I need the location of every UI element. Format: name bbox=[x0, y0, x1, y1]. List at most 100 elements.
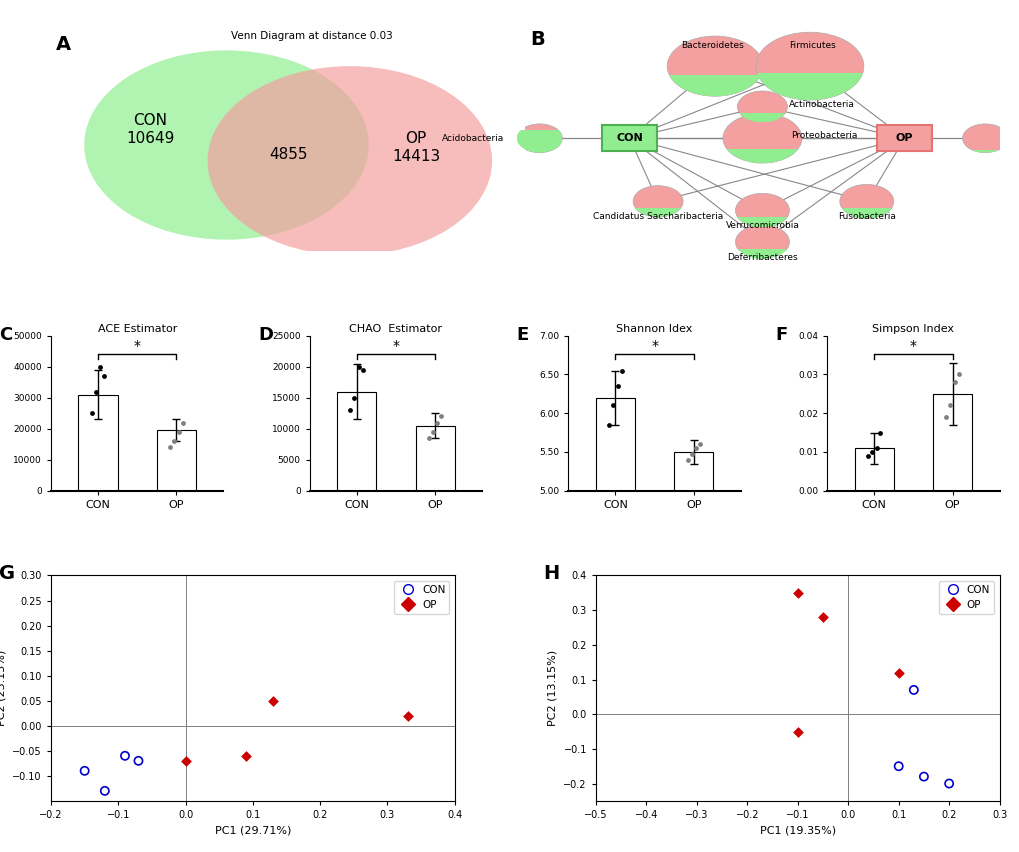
Title: Simpson Index: Simpson Index bbox=[871, 324, 954, 334]
Point bbox=[84, 406, 100, 420]
Point bbox=[867, 441, 883, 455]
Point bbox=[88, 385, 104, 399]
Point bbox=[863, 445, 879, 458]
Point bbox=[688, 441, 704, 455]
Point bbox=[950, 368, 966, 382]
Text: Venn Diagram at distance 0.03: Venn Diagram at distance 0.03 bbox=[230, 32, 392, 41]
Text: Deferribacteres: Deferribacteres bbox=[727, 253, 797, 262]
Title: ACE Estimator: ACE Estimator bbox=[98, 324, 176, 334]
Text: OP: OP bbox=[895, 133, 913, 143]
X-axis label: PC1 (29.71%): PC1 (29.71%) bbox=[214, 826, 290, 836]
Bar bbox=[932, 394, 971, 491]
Text: Acidobacteria: Acidobacteria bbox=[441, 134, 503, 143]
Point bbox=[97, 784, 113, 797]
Y-axis label: PC2 (13.15%): PC2 (13.15%) bbox=[547, 650, 557, 726]
Text: *: * bbox=[909, 339, 916, 353]
Point bbox=[905, 683, 921, 697]
Point bbox=[162, 440, 178, 454]
Point bbox=[351, 360, 367, 373]
Point bbox=[96, 369, 112, 383]
Point bbox=[399, 709, 416, 722]
Point bbox=[814, 610, 830, 624]
Ellipse shape bbox=[517, 124, 561, 153]
Text: C: C bbox=[0, 326, 12, 344]
Ellipse shape bbox=[666, 36, 762, 96]
Bar bbox=[337, 392, 376, 491]
Point bbox=[609, 379, 626, 393]
Ellipse shape bbox=[633, 186, 683, 217]
Text: Fusobacteria: Fusobacteria bbox=[837, 212, 895, 222]
Ellipse shape bbox=[962, 124, 1007, 153]
Point bbox=[871, 426, 888, 440]
Bar bbox=[854, 448, 893, 491]
Text: *: * bbox=[650, 339, 657, 353]
Text: CON: CON bbox=[615, 133, 642, 143]
Bar bbox=[415, 426, 454, 491]
Point bbox=[76, 764, 93, 778]
Point bbox=[789, 725, 805, 739]
Point bbox=[237, 749, 254, 763]
Text: F: F bbox=[774, 326, 787, 344]
Text: Firmicutes: Firmicutes bbox=[788, 42, 835, 50]
Ellipse shape bbox=[737, 91, 787, 123]
Point bbox=[130, 754, 147, 768]
Point bbox=[941, 777, 957, 791]
Point bbox=[600, 418, 616, 432]
Bar bbox=[674, 452, 712, 852]
Point bbox=[424, 425, 440, 439]
Point bbox=[915, 770, 931, 784]
Point bbox=[890, 759, 906, 773]
Point bbox=[890, 665, 906, 679]
Point bbox=[166, 435, 182, 448]
Ellipse shape bbox=[755, 32, 863, 100]
Point bbox=[345, 391, 362, 405]
Point bbox=[937, 411, 954, 424]
Ellipse shape bbox=[962, 124, 1007, 153]
Point bbox=[691, 437, 707, 451]
Ellipse shape bbox=[85, 50, 369, 239]
Point bbox=[683, 446, 699, 460]
Point bbox=[859, 449, 875, 463]
Text: 14413: 14413 bbox=[391, 149, 440, 164]
Text: D: D bbox=[258, 326, 273, 344]
Text: 4855: 4855 bbox=[269, 147, 307, 162]
Text: *: * bbox=[133, 339, 141, 353]
Point bbox=[420, 431, 436, 445]
Text: Proteobacteria: Proteobacteria bbox=[790, 131, 856, 141]
Ellipse shape bbox=[755, 32, 863, 100]
Text: 10649: 10649 bbox=[126, 130, 174, 146]
Text: A: A bbox=[56, 35, 70, 54]
Ellipse shape bbox=[735, 225, 789, 259]
Point bbox=[946, 376, 962, 389]
Bar bbox=[78, 394, 117, 491]
Bar bbox=[595, 398, 635, 852]
Point bbox=[679, 453, 695, 467]
Ellipse shape bbox=[722, 113, 801, 163]
Ellipse shape bbox=[207, 66, 491, 256]
Point bbox=[342, 403, 359, 417]
Ellipse shape bbox=[737, 91, 787, 123]
Text: B: B bbox=[530, 30, 544, 49]
Text: CON: CON bbox=[133, 112, 167, 128]
Text: Candidatus Saccharibacteria: Candidatus Saccharibacteria bbox=[592, 212, 722, 222]
Y-axis label: PC2 (23.13%): PC2 (23.13%) bbox=[0, 650, 7, 726]
FancyBboxPatch shape bbox=[601, 125, 656, 152]
Point bbox=[177, 754, 194, 768]
X-axis label: PC1 (19.35%): PC1 (19.35%) bbox=[759, 826, 835, 836]
Text: E: E bbox=[517, 326, 529, 344]
Text: Verrucomicrobia: Verrucomicrobia bbox=[725, 222, 799, 230]
Ellipse shape bbox=[735, 193, 789, 227]
FancyBboxPatch shape bbox=[876, 125, 931, 152]
Ellipse shape bbox=[735, 193, 789, 227]
Text: G: G bbox=[0, 564, 14, 584]
Ellipse shape bbox=[735, 225, 789, 259]
Point bbox=[92, 360, 108, 373]
Title: CHAO  Estimator: CHAO Estimator bbox=[350, 324, 442, 334]
Text: OP: OP bbox=[406, 130, 426, 146]
Point bbox=[604, 399, 621, 412]
Point bbox=[117, 749, 133, 763]
Text: Bacteroidetes: Bacteroidetes bbox=[681, 42, 743, 50]
Point bbox=[355, 363, 371, 377]
Ellipse shape bbox=[839, 184, 893, 218]
Point bbox=[174, 416, 191, 429]
